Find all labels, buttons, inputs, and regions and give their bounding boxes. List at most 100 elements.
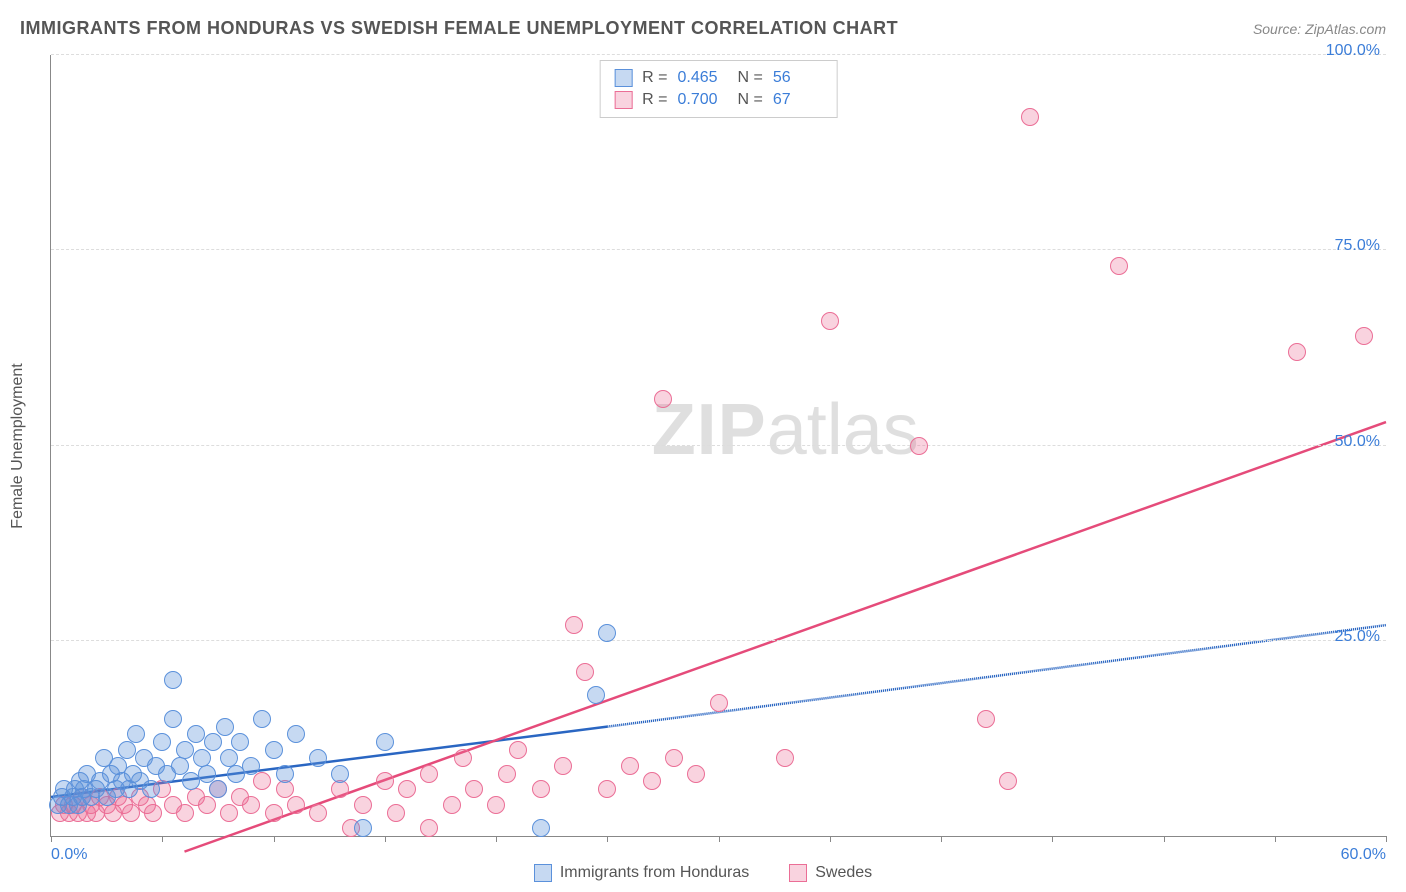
data-point-pink	[198, 796, 216, 814]
series-label-pink: Swedes	[815, 864, 872, 882]
series-legend: Immigrants from Honduras Swedes	[0, 864, 1406, 882]
data-point-pink	[376, 772, 394, 790]
chart-header: IMMIGRANTS FROM HONDURAS VS SWEDISH FEMA…	[20, 18, 1386, 39]
data-point-blue	[253, 710, 271, 728]
swatch-pink	[614, 91, 632, 109]
data-point-pink	[1355, 327, 1373, 345]
data-point-blue	[164, 671, 182, 689]
x-tick-label: 0.0%	[51, 846, 87, 864]
data-point-pink	[554, 757, 572, 775]
x-tick	[941, 836, 942, 842]
swatch-blue	[614, 69, 632, 87]
data-point-pink	[654, 390, 672, 408]
r-label: R =	[642, 69, 667, 87]
data-point-blue	[598, 624, 616, 642]
x-tick	[51, 836, 52, 842]
data-point-pink	[1288, 343, 1306, 361]
data-point-pink	[1110, 257, 1128, 275]
data-point-blue	[142, 780, 160, 798]
x-tick-label: 60.0%	[1341, 846, 1386, 864]
data-point-blue	[127, 725, 145, 743]
data-point-blue	[187, 725, 205, 743]
data-point-pink	[253, 772, 271, 790]
data-point-pink	[509, 741, 527, 759]
data-point-pink	[287, 796, 305, 814]
data-point-blue	[331, 765, 349, 783]
data-point-pink	[420, 765, 438, 783]
data-point-blue	[242, 757, 260, 775]
n-label: N =	[738, 69, 763, 87]
data-point-pink	[454, 749, 472, 767]
data-point-pink	[242, 796, 260, 814]
data-point-pink	[354, 796, 372, 814]
data-point-pink	[398, 780, 416, 798]
r-value-pink: 0.700	[678, 91, 728, 109]
data-point-pink	[420, 819, 438, 837]
gridline	[51, 445, 1386, 446]
x-tick	[162, 836, 163, 842]
chart-plot-area: ZIPatlas R = 0.465 N = 56 R = 0.700 N = …	[50, 55, 1386, 837]
x-tick	[274, 836, 275, 842]
y-tick-label: 100.0%	[1326, 42, 1380, 60]
n-value-pink: 67	[773, 91, 823, 109]
data-point-pink	[144, 804, 162, 822]
data-point-pink	[776, 749, 794, 767]
data-point-blue	[276, 765, 294, 783]
data-point-blue	[164, 710, 182, 728]
y-axis-label: Female Unemployment	[9, 363, 27, 528]
correlation-legend-row-pink: R = 0.700 N = 67	[614, 89, 823, 111]
series-legend-item-blue: Immigrants from Honduras	[534, 864, 749, 882]
data-point-pink	[498, 765, 516, 783]
data-point-pink	[387, 804, 405, 822]
swatch-blue	[534, 864, 552, 882]
data-point-pink	[309, 804, 327, 822]
data-point-pink	[576, 663, 594, 681]
trend-lines-svg	[51, 55, 1386, 836]
x-tick	[1052, 836, 1053, 842]
data-point-blue	[587, 686, 605, 704]
x-tick	[496, 836, 497, 842]
data-point-blue	[532, 819, 550, 837]
data-point-pink	[687, 765, 705, 783]
data-point-pink	[999, 772, 1017, 790]
r-value-blue: 0.465	[678, 69, 728, 87]
data-point-pink	[910, 437, 928, 455]
data-point-pink	[465, 780, 483, 798]
data-point-blue	[176, 741, 194, 759]
n-value-blue: 56	[773, 69, 823, 87]
gridline	[51, 54, 1386, 55]
series-legend-item-pink: Swedes	[789, 864, 872, 882]
data-point-pink	[220, 804, 238, 822]
source-attribution: Source: ZipAtlas.com	[1253, 21, 1386, 37]
data-point-pink	[977, 710, 995, 728]
n-label: N =	[738, 91, 763, 109]
data-point-blue	[171, 757, 189, 775]
data-point-pink	[710, 694, 728, 712]
y-tick-label: 75.0%	[1335, 237, 1380, 255]
data-point-pink	[643, 772, 661, 790]
data-point-pink	[565, 616, 583, 634]
data-point-blue	[118, 741, 136, 759]
x-tick	[719, 836, 720, 842]
correlation-legend-row-blue: R = 0.465 N = 56	[614, 67, 823, 89]
x-tick	[607, 836, 608, 842]
data-point-pink	[276, 780, 294, 798]
data-point-blue	[198, 765, 216, 783]
r-label: R =	[642, 91, 667, 109]
chart-title: IMMIGRANTS FROM HONDURAS VS SWEDISH FEMA…	[20, 18, 898, 39]
y-tick-label: 50.0%	[1335, 433, 1380, 451]
data-point-blue	[354, 819, 372, 837]
x-tick	[1275, 836, 1276, 842]
x-tick	[385, 836, 386, 842]
y-tick-label: 25.0%	[1335, 628, 1380, 646]
data-point-blue	[231, 733, 249, 751]
data-point-blue	[309, 749, 327, 767]
data-point-pink	[621, 757, 639, 775]
data-point-pink	[532, 780, 550, 798]
data-point-pink	[1021, 108, 1039, 126]
gridline	[51, 640, 1386, 641]
data-point-pink	[821, 312, 839, 330]
series-label-blue: Immigrants from Honduras	[560, 864, 749, 882]
data-point-blue	[209, 780, 227, 798]
data-point-blue	[376, 733, 394, 751]
